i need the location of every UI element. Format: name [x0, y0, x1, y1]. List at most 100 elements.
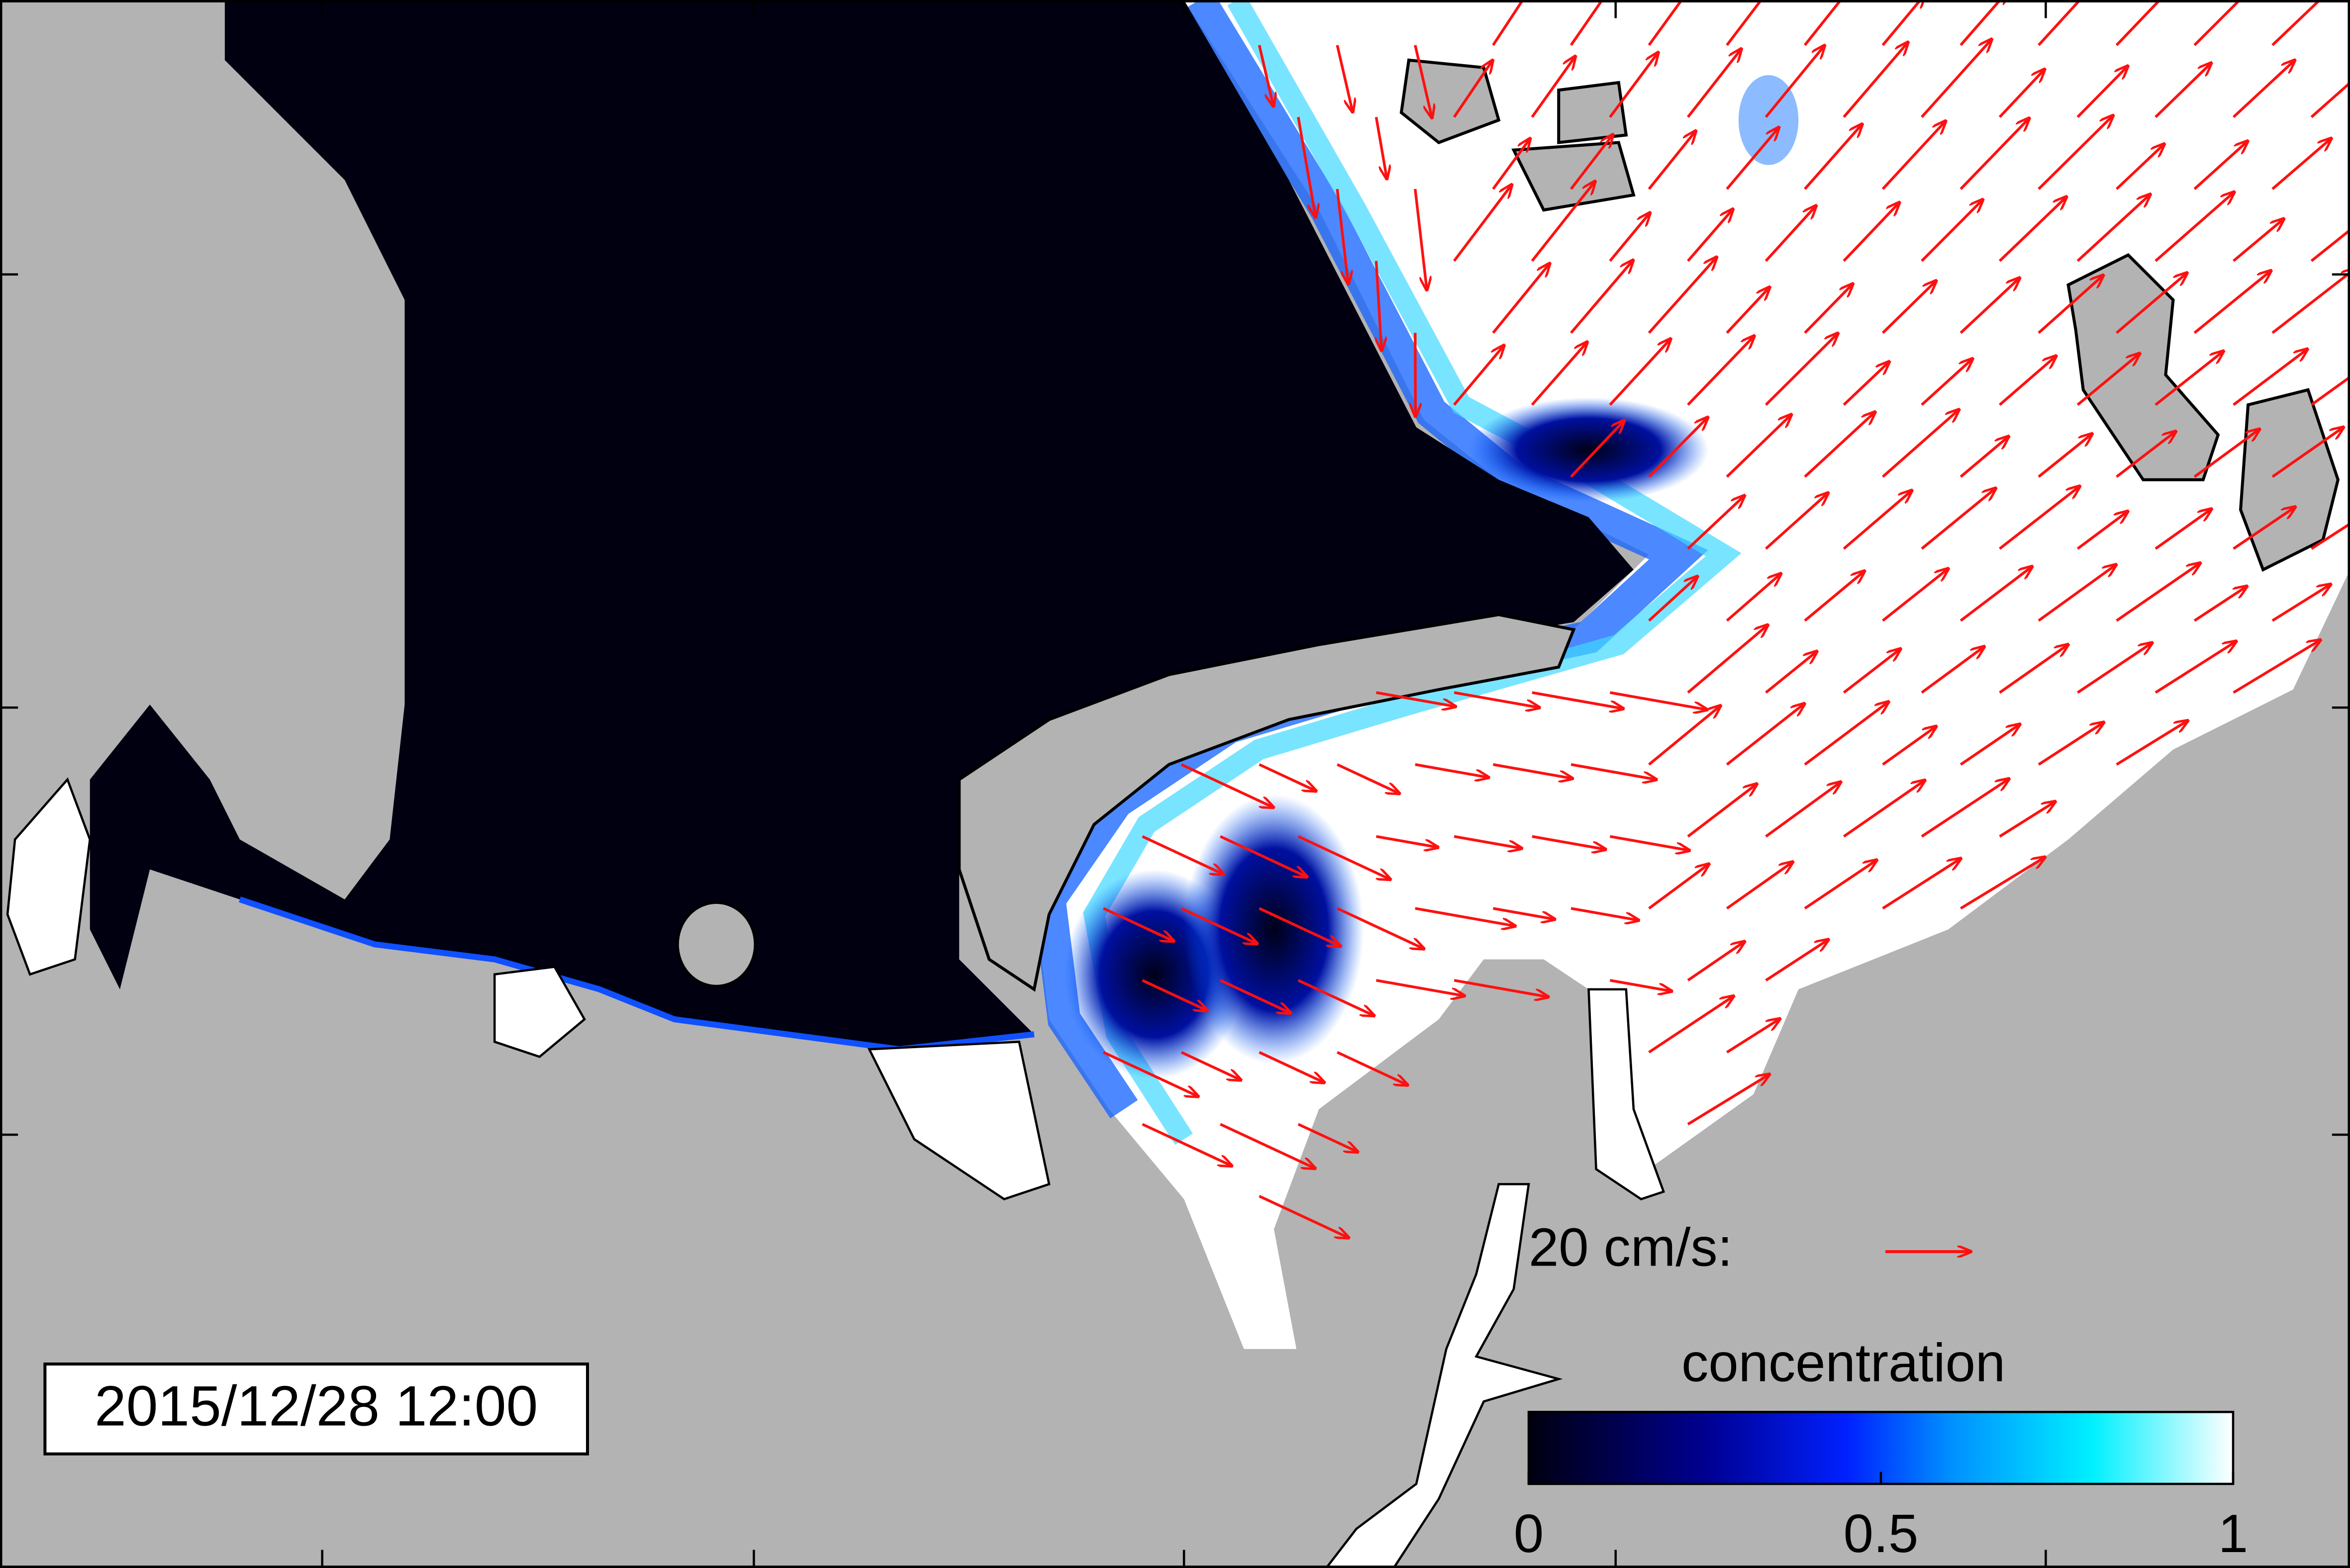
velocity-arrow: [1492, 907, 1555, 919]
velocity-arrow: [1492, 0, 1525, 46]
low-concentration-patch: [1184, 794, 1364, 1065]
velocity-arrow: [1259, 907, 1340, 946]
velocity-arrow: [1843, 42, 1908, 118]
timestamp: 2015/12/28 12:00: [95, 1374, 538, 1438]
island: [676, 900, 757, 988]
velocity-arrow: [1492, 264, 1550, 334]
velocity-arrow: [2154, 63, 2211, 118]
velocity-arrow: [1336, 1051, 1407, 1085]
velocity-arrow: [2076, 354, 2140, 406]
velocity-arrow: [1921, 39, 1991, 118]
velocity-arrow: [1570, 420, 1624, 478]
velocity-arrow: [1843, 649, 1900, 694]
velocity-arrow: [1726, 1019, 1779, 1054]
velocity-arrow: [1219, 835, 1307, 877]
velocity-arrow: [1882, 859, 1961, 910]
velocity-arrow: [1453, 345, 1504, 406]
velocity-arrow: [1102, 1051, 1198, 1096]
velocity-arrow: [1843, 490, 1912, 550]
velocity-arrow: [1998, 69, 2045, 118]
velocity-arrow: [1687, 625, 1767, 694]
velocity-arrow: [1142, 835, 1223, 874]
velocity-arrow: [1765, 782, 1841, 838]
velocity-arrow: [1609, 691, 1707, 709]
velocity-arrow: [2076, 66, 2128, 118]
velocity-field: [1102, 0, 2350, 1238]
velocity-arrow: [2154, 509, 2211, 550]
velocity-arrow: [1803, 0, 1843, 46]
river-channel: [1587, 988, 1665, 1201]
velocity-arrow: [1804, 124, 1862, 190]
velocity-arrow: [2271, 427, 2344, 478]
velocity-arrow: [2310, 375, 2350, 406]
velocity-arrow: [1180, 907, 1257, 944]
velocity-arrow: [2271, 138, 2331, 190]
velocity-arrow: [1687, 784, 1757, 838]
velocity-arrow: [1336, 907, 1424, 949]
velocity-arrow: [1648, 257, 1717, 334]
velocity-arrow: [1804, 284, 1853, 334]
velocity-arrow: [2193, 0, 2242, 46]
velocity-arrow: [2310, 81, 2350, 118]
velocity-arrow: [1882, 726, 1936, 766]
velocity-arrow: [1180, 1051, 1241, 1080]
colorbar-title: concentration: [1681, 1333, 2005, 1393]
velocity-arrow: [1609, 213, 1650, 262]
velocity-arrow: [1609, 835, 1689, 850]
velocity-arrow: [1764, 333, 1838, 406]
velocity-arrow: [1881, 121, 1946, 190]
colorbar-tick-label: 1: [2218, 1503, 2248, 1564]
velocity-arrow: [1376, 261, 1381, 351]
velocity-arrow: [1297, 979, 1374, 1016]
velocity-arrow: [1142, 979, 1207, 1011]
velocity-arrow: [2233, 349, 2308, 406]
velocity-arrow: [1686, 49, 1741, 118]
velocity-arrow: [1843, 202, 1899, 262]
velocity-arrow: [1726, 0, 1763, 46]
velocity-arrow: [1843, 362, 1889, 406]
velocity-arrow: [1531, 181, 1595, 262]
velocity-arrow: [1219, 979, 1290, 1013]
velocity-arrow: [2038, 565, 2116, 622]
velocity-arrow: [2038, 0, 2091, 46]
velocity-arrow: [1687, 495, 1745, 550]
velocity-arrow: [1687, 1075, 1769, 1126]
velocity-arrow: [1531, 56, 1575, 118]
velocity-arrow: [1648, 864, 1709, 910]
velocity-arrow: [1492, 763, 1572, 779]
velocity-arrow: [1921, 359, 1972, 406]
island: [1399, 58, 1636, 212]
velocity-arrow: [1959, 118, 2029, 190]
velocity-arrow: [2116, 563, 2200, 622]
river-channel: [1325, 1183, 1563, 1568]
velocity-arrow: [1453, 60, 1492, 118]
velocity-arrow: [1375, 979, 1464, 996]
island: [2066, 253, 2220, 482]
velocity-arrow: [2271, 0, 2322, 46]
velocity-arrow: [1648, 0, 1683, 46]
velocity-arrow: [2193, 141, 2248, 190]
velocity-arrow: [2232, 60, 2295, 118]
velocity-arrow: [1726, 574, 1780, 622]
peninsula: [958, 613, 1576, 992]
velocity-arrow: [1454, 835, 1522, 848]
velocity-arrow: [1453, 185, 1512, 262]
velocity-arrow: [1219, 1123, 1315, 1169]
velocity-arrow: [1764, 493, 1828, 550]
velocity-arrow: [1570, 907, 1639, 920]
velocity-arrow: [2154, 641, 2236, 694]
velocity-arrow: [2076, 643, 2152, 694]
velocity-arrow: [1726, 127, 1778, 190]
velocity-arrow: [1843, 781, 1925, 838]
velocity-arrow: [2233, 640, 2321, 694]
turbid-water: [867, 1040, 1051, 1201]
velocity-arrow: [1764, 206, 1816, 262]
velocity-arrow: [1569, 135, 1613, 190]
velocity-arrow: [2271, 269, 2350, 334]
velocity-arrow: [1570, 763, 1656, 780]
velocity-arrow: [1921, 779, 2009, 838]
velocity-arrow: [1492, 138, 1530, 190]
